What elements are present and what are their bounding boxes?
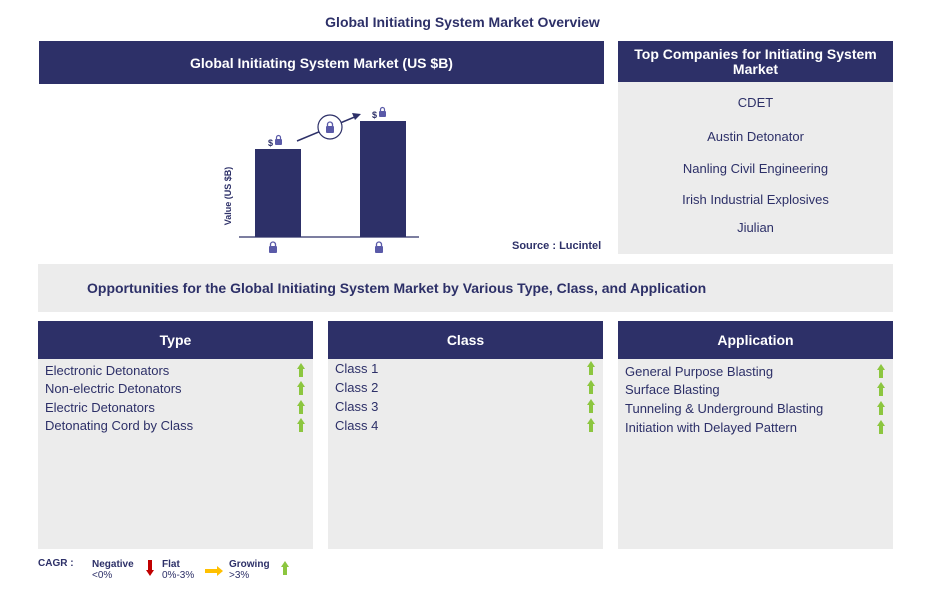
legend-flat-title: Flat xyxy=(162,559,180,570)
companies-header: Top Companies for Initiating System Mark… xyxy=(618,41,893,82)
legend-label: CAGR : xyxy=(38,558,74,569)
growing-arrow-icon xyxy=(877,364,885,378)
growth-arrow-head xyxy=(352,113,361,120)
legend-growing-range: >3% xyxy=(229,570,250,581)
lock-icon xyxy=(379,106,386,117)
list-item-label: Class 1 xyxy=(335,360,379,376)
bar-chart-svg: Value (US $B) $ $ xyxy=(223,106,419,253)
list-item-label: Detonating Cord by Class xyxy=(45,417,194,433)
list-item-label: Class 3 xyxy=(335,398,379,414)
bar-year-2 xyxy=(360,121,406,237)
growing-arrow-icon xyxy=(587,399,595,413)
list-item: Initiation with Delayed Pattern xyxy=(625,418,885,436)
company-item: Irish Industrial Explosives xyxy=(682,192,829,207)
company-item: CDET xyxy=(737,95,774,110)
list-item-label: Electric Detonators xyxy=(45,399,155,415)
segment-application-list: General Purpose Blasting Surface Blastin… xyxy=(618,359,893,549)
y-axis-label: Value (US $B) xyxy=(223,167,233,226)
source-label: Source : Lucintel xyxy=(512,240,602,252)
segment-class: Class Class 1 Class 2 Class 3 Class 4 xyxy=(328,321,603,549)
list-item-label: Surface Blasting xyxy=(625,381,720,397)
growing-arrow-icon xyxy=(297,418,305,432)
list-item: Electronic Detonators xyxy=(45,361,305,379)
list-item-label: Non-electric Detonators xyxy=(45,380,182,396)
list-item-label: Class 2 xyxy=(335,379,379,395)
list-item: Class 2 xyxy=(335,378,595,396)
segment-type-list: Electronic Detonators Non-electric Deton… xyxy=(38,359,313,549)
company-item: Jiulian xyxy=(737,220,774,235)
growing-arrow-icon xyxy=(877,420,885,434)
company-item: Austin Detonator xyxy=(707,129,804,144)
list-item: Detonating Cord by Class xyxy=(45,416,305,434)
growing-arrow-icon xyxy=(297,400,305,414)
growing-arrow-icon xyxy=(587,418,595,432)
legend-negative-title: Negative xyxy=(92,559,134,570)
list-item: Surface Blasting xyxy=(625,380,885,398)
list-item-label: Initiation with Delayed Pattern xyxy=(625,419,797,435)
segment-application: Application General Purpose Blasting Sur… xyxy=(618,321,893,549)
legend-negative: Negative <0% xyxy=(92,559,134,581)
bar-year-1 xyxy=(255,149,301,237)
growing-arrow-icon xyxy=(281,561,291,577)
legend-flat-range: 0%-3% xyxy=(162,570,195,581)
negative-arrow-icon xyxy=(146,560,154,576)
legend-growing-title: Growing xyxy=(229,559,270,570)
market-chart-header: Global Initiating System Market (US $B) xyxy=(39,41,604,84)
segment-type: Type Electronic Detonators Non-electric … xyxy=(38,321,313,549)
bar-value-label-1: $ xyxy=(268,138,273,148)
list-item: Class 1 xyxy=(335,359,595,377)
flat-arrow-icon xyxy=(205,566,223,576)
growing-arrow-icon xyxy=(587,361,595,375)
x-category-lock-icon-1 xyxy=(269,241,277,253)
opportunities-banner: Opportunities for the Global Initiating … xyxy=(38,264,893,312)
growing-arrow-icon xyxy=(877,382,885,396)
list-item: Class 3 xyxy=(335,397,595,415)
lock-icon xyxy=(275,134,282,145)
list-item-label: Tunneling & Underground Blasting xyxy=(625,400,824,416)
legend-flat: Flat 0%-3% xyxy=(162,559,194,581)
growing-arrow-icon xyxy=(297,363,305,377)
bar-value-label-2: $ xyxy=(372,110,377,120)
list-item-label: General Purpose Blasting xyxy=(625,363,774,379)
segment-class-header: Class xyxy=(328,321,603,359)
list-item-label: Class 4 xyxy=(335,417,379,433)
list-item: Tunneling & Underground Blasting xyxy=(625,399,885,417)
x-category-lock-icon-2 xyxy=(375,241,383,253)
list-item: Electric Detonators xyxy=(45,398,305,416)
companies-list: CDET Austin Detonator Nanling Civil Engi… xyxy=(618,82,893,254)
opportunities-title: Opportunities for the Global Initiating … xyxy=(87,280,707,296)
growing-arrow-icon xyxy=(877,401,885,415)
cagr-legend: CAGR : Negative <0% Flat 0%-3% Growing >… xyxy=(38,557,338,587)
cagr-lock-icon xyxy=(326,121,334,133)
list-item: Class 4 xyxy=(335,416,595,434)
growing-arrow-icon xyxy=(297,381,305,395)
growing-arrow-icon xyxy=(587,380,595,394)
list-item: Non-electric Detonators xyxy=(45,379,305,397)
market-chart: Value (US $B) $ $ xyxy=(39,84,604,256)
page-title: Global Initiating System Market Overview xyxy=(325,14,600,30)
legend-negative-range: <0% xyxy=(92,570,113,581)
legend-growing: Growing >3% xyxy=(229,559,270,581)
segment-application-header: Application xyxy=(618,321,893,359)
list-item-label: Electronic Detonators xyxy=(45,362,170,378)
list-item: General Purpose Blasting xyxy=(625,362,885,380)
segment-class-list: Class 1 Class 2 Class 3 Class 4 xyxy=(328,359,603,549)
segment-type-header: Type xyxy=(38,321,313,359)
company-item: Nanling Civil Engineering xyxy=(682,161,829,176)
